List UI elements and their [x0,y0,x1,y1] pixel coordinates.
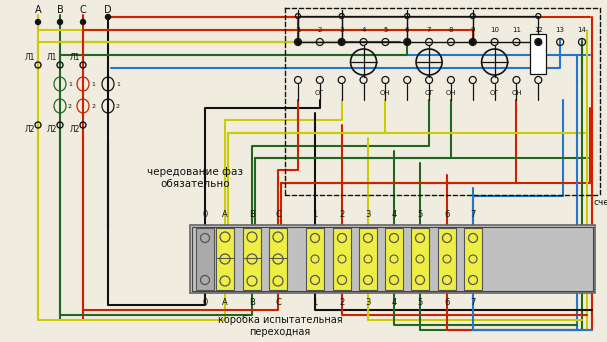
Text: 0: 0 [202,298,208,307]
Text: 2: 2 [317,27,322,33]
Text: 11: 11 [512,27,521,33]
Circle shape [405,39,410,44]
Bar [192,227,593,291]
Text: 0: 0 [202,210,208,219]
Text: B: B [249,210,255,219]
Circle shape [58,19,63,25]
Text: 8: 8 [449,27,453,33]
Text: ОН: ОН [380,90,391,96]
Text: Л1: Л1 [70,53,80,63]
Text: ОН: ОН [511,90,522,96]
Text: 2: 2 [116,104,120,108]
Text: 2: 2 [339,210,345,219]
Bar [531,34,546,74]
Text: 4: 4 [361,27,366,33]
Text: Л2: Л2 [70,126,80,134]
Circle shape [339,39,344,44]
Text: B: B [56,5,63,15]
Text: 1: 1 [68,81,72,87]
Bar [464,228,482,290]
Text: Л2: Л2 [25,126,35,134]
Text: 5: 5 [418,210,422,219]
Text: ОГ: ОГ [490,90,500,96]
Bar [190,225,595,293]
Text: 1: 1 [91,81,95,87]
Text: 6: 6 [444,298,450,307]
Text: 1: 1 [296,27,300,33]
Text: 2: 2 [339,298,345,307]
Text: Л1: Л1 [25,53,35,63]
Text: Л2: Л2 [47,126,57,134]
Text: ОГ: ОГ [424,90,434,96]
Text: 12: 12 [534,27,543,33]
Text: 7: 7 [427,27,432,33]
Bar [438,228,456,290]
Text: C: C [80,5,86,15]
Circle shape [81,19,86,25]
Text: A: A [222,210,228,219]
Text: 2: 2 [68,104,72,108]
Text: 5: 5 [418,298,422,307]
Text: 13: 13 [555,27,565,33]
Text: 7: 7 [470,210,476,219]
Bar [359,228,377,290]
Text: 2: 2 [91,104,95,108]
Text: 4: 4 [392,210,396,219]
Text: A: A [35,5,41,15]
Text: D: D [104,5,112,15]
Text: 1: 1 [313,298,317,307]
Text: 1: 1 [116,81,120,87]
Text: 1: 1 [313,210,317,219]
Text: Л1: Л1 [47,53,57,63]
Text: 3: 3 [365,298,371,307]
Text: 5: 5 [383,27,388,33]
Bar [385,228,403,290]
Text: ОГ: ОГ [315,90,325,96]
Text: счетчик: счетчик [593,198,607,207]
Circle shape [536,39,541,44]
Text: 10: 10 [490,27,499,33]
Bar [243,228,261,290]
Text: 4: 4 [392,298,396,307]
Bar [269,228,287,290]
Text: 3: 3 [365,210,371,219]
Text: 3: 3 [339,27,344,33]
Text: A: A [222,298,228,307]
Text: ОН: ОН [446,90,456,96]
Text: 14: 14 [578,27,586,33]
Bar [196,228,214,290]
Text: 9: 9 [470,27,475,33]
Text: коробка испытательная
переходная: коробка испытательная переходная [218,315,342,337]
Text: B: B [249,298,255,307]
Circle shape [35,19,41,25]
Text: 6: 6 [444,210,450,219]
Bar [216,228,234,290]
Text: 6: 6 [405,27,410,33]
Bar [411,228,429,290]
Bar [306,228,324,290]
Text: C: C [275,210,281,219]
Text: 7: 7 [470,298,476,307]
Circle shape [106,14,110,19]
Circle shape [296,39,300,44]
Circle shape [470,39,475,44]
Bar [333,228,351,290]
Text: чередование фаз
обязательно: чередование фаз обязательно [147,167,243,189]
Text: C: C [275,298,281,307]
